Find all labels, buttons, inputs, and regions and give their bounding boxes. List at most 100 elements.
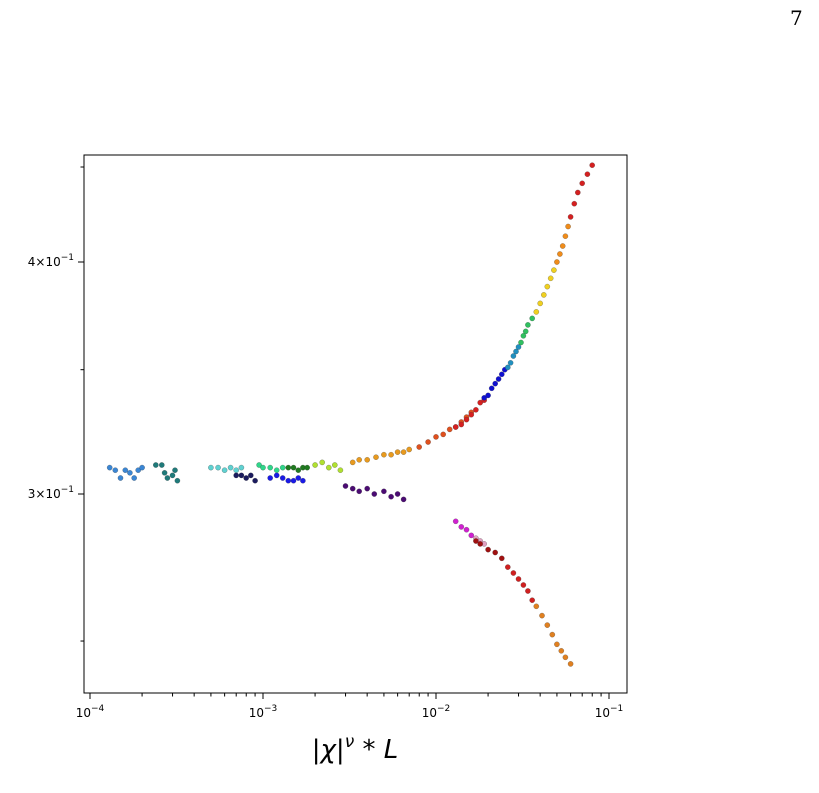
data-point bbox=[161, 469, 168, 476]
data-point bbox=[256, 462, 262, 468]
data-point bbox=[371, 491, 378, 497]
data-point bbox=[135, 467, 141, 474]
data-point bbox=[394, 449, 401, 455]
data-point bbox=[547, 275, 554, 282]
data-point bbox=[498, 371, 505, 378]
data-point bbox=[567, 661, 574, 667]
data-point bbox=[452, 518, 459, 525]
data-point bbox=[172, 467, 178, 474]
data-point bbox=[290, 477, 297, 484]
data-point bbox=[558, 648, 565, 654]
data-point bbox=[106, 464, 113, 471]
data-point bbox=[400, 496, 407, 503]
data-point bbox=[452, 424, 459, 430]
data-point bbox=[571, 200, 578, 207]
data-point bbox=[513, 348, 519, 355]
x-tick-label: 10−3 bbox=[249, 704, 278, 720]
data-point bbox=[356, 456, 363, 463]
data-point bbox=[554, 259, 560, 265]
data-point bbox=[337, 467, 344, 474]
data-point bbox=[388, 493, 394, 500]
data-point bbox=[533, 603, 540, 610]
data-point bbox=[579, 180, 586, 187]
data-point bbox=[559, 243, 566, 249]
data-point bbox=[433, 434, 439, 440]
data-point bbox=[127, 469, 133, 476]
data-point bbox=[279, 464, 286, 471]
data-point bbox=[174, 477, 181, 484]
data-point bbox=[208, 464, 214, 471]
data-point bbox=[319, 459, 326, 466]
data-point bbox=[304, 464, 311, 471]
data-point bbox=[492, 549, 499, 556]
plot-area bbox=[83, 154, 628, 694]
data-point bbox=[273, 467, 280, 474]
x-tick-label: 10−2 bbox=[422, 704, 451, 720]
data-point bbox=[529, 597, 536, 604]
data-point bbox=[169, 472, 176, 479]
data-point bbox=[504, 564, 511, 570]
data-point bbox=[473, 538, 479, 544]
data-point bbox=[233, 472, 239, 479]
x-axis: 10−4 10−3 10−2 10−1 bbox=[76, 693, 624, 720]
data-point bbox=[544, 283, 551, 290]
data-point bbox=[504, 364, 511, 371]
data-point bbox=[529, 315, 536, 322]
x-tick-label: 10−1 bbox=[595, 704, 624, 720]
data-point bbox=[406, 446, 413, 453]
data-point bbox=[295, 467, 302, 474]
data-point bbox=[131, 475, 137, 481]
data-point bbox=[139, 464, 145, 471]
data-point bbox=[388, 451, 394, 458]
data-point bbox=[541, 292, 547, 298]
data-point bbox=[349, 485, 356, 492]
data-point bbox=[565, 223, 571, 230]
data-point bbox=[273, 472, 280, 479]
data-point bbox=[485, 546, 491, 553]
data-point bbox=[507, 359, 514, 366]
data-point bbox=[458, 524, 465, 530]
data-point bbox=[215, 464, 221, 471]
data-point bbox=[458, 421, 465, 428]
data-point bbox=[349, 459, 356, 466]
data-point bbox=[567, 214, 574, 220]
data-point bbox=[440, 431, 447, 438]
data-point bbox=[510, 353, 517, 359]
data-point bbox=[477, 541, 484, 547]
data-point bbox=[557, 251, 563, 257]
data-point bbox=[549, 631, 556, 638]
data-point bbox=[416, 444, 423, 450]
data-point bbox=[525, 322, 531, 328]
data-point bbox=[539, 612, 545, 619]
data-point bbox=[554, 641, 560, 648]
data-point bbox=[285, 464, 292, 471]
data-point bbox=[112, 467, 119, 474]
data-point bbox=[267, 475, 274, 481]
data-point bbox=[589, 162, 596, 168]
data-point bbox=[158, 462, 165, 468]
data-point bbox=[425, 439, 431, 445]
data-point bbox=[584, 171, 591, 177]
data-point bbox=[152, 462, 159, 468]
data-point bbox=[247, 472, 254, 479]
data-point bbox=[164, 475, 171, 481]
data-point bbox=[117, 475, 124, 481]
data-point bbox=[473, 406, 479, 413]
data-point bbox=[537, 300, 544, 307]
data-point bbox=[520, 582, 527, 588]
data-point bbox=[533, 309, 540, 315]
data-point bbox=[495, 376, 502, 382]
data-point bbox=[227, 464, 234, 471]
data-point bbox=[381, 488, 387, 495]
data-point bbox=[233, 467, 239, 474]
data-point bbox=[544, 622, 551, 628]
data-point bbox=[373, 454, 379, 461]
data-point bbox=[518, 339, 524, 346]
data-point bbox=[290, 464, 297, 471]
data-point bbox=[331, 462, 338, 468]
data-point bbox=[394, 491, 401, 497]
data-point bbox=[515, 344, 522, 350]
data-point bbox=[381, 451, 387, 458]
data-point bbox=[295, 475, 302, 481]
x-axis-label: |χ|ν * L bbox=[312, 732, 398, 765]
